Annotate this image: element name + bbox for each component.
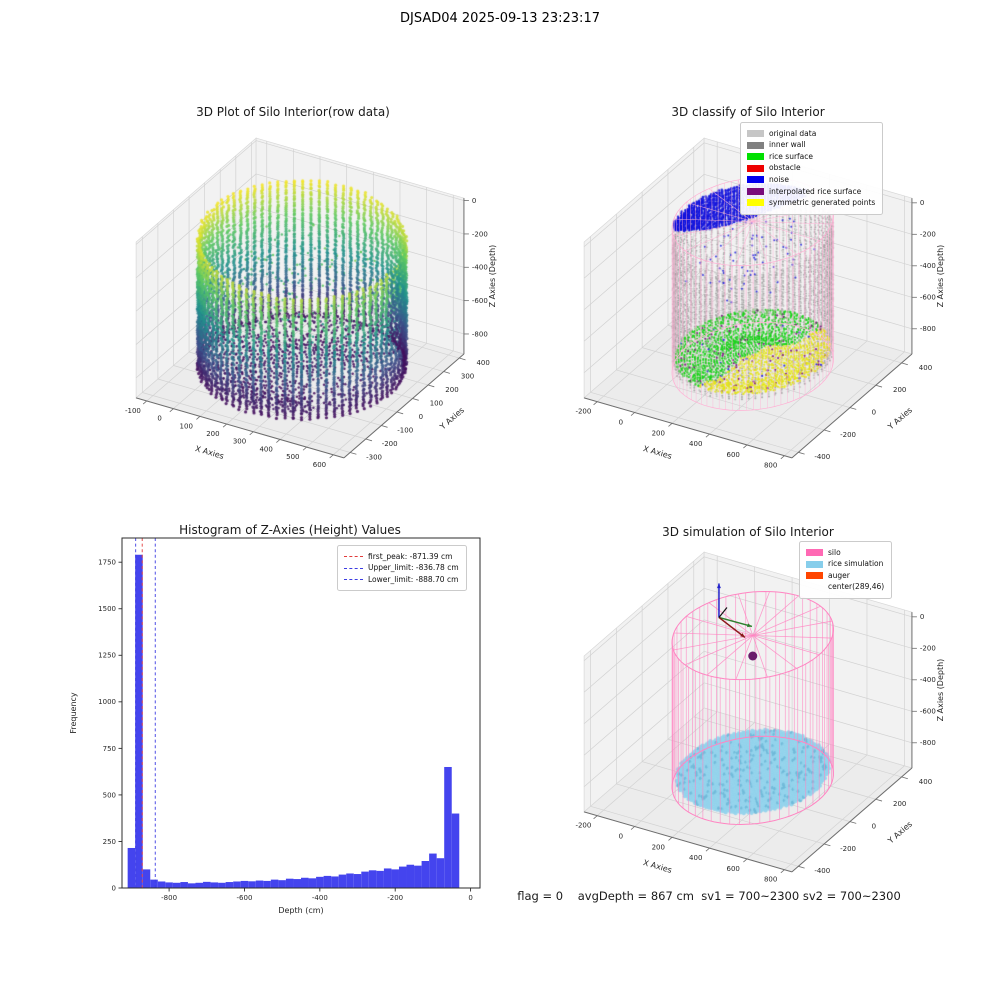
plot-classify-title: 3D classify of Silo Interior <box>671 105 825 119</box>
legend-label: rice surface <box>769 151 814 161</box>
legend-item: inner wall <box>747 140 875 150</box>
svg-text:0: 0 <box>468 894 472 902</box>
legend-swatch <box>747 199 764 207</box>
legend-item: interpolated rice surface <box>747 187 875 197</box>
plot-histogram: Histogram of Z-Axies (Height) Values -80… <box>60 515 520 925</box>
legend-item: silo <box>806 548 884 558</box>
legend-swatch <box>806 572 823 580</box>
svg-text:-600: -600 <box>237 894 253 902</box>
legend-swatch <box>747 187 764 195</box>
svg-text:750: 750 <box>103 745 116 753</box>
legend-label: noise <box>769 174 789 184</box>
raw-overlay <box>58 85 528 515</box>
legend-item: Upper_limit: -836.78 cm <box>344 563 459 573</box>
legend-label: interpolated rice surface <box>769 186 862 196</box>
histogram-axes: -800 -600 -400 -200 0 0 250 500 750 1000 1250 1500 1… <box>69 537 481 915</box>
plot-histogram-title: Histogram of Z-Axies (Height) Values <box>179 523 401 537</box>
svg-text:-200: -200 <box>387 894 403 902</box>
legend-item: noise <box>747 175 875 185</box>
legend-item: Lower_limit: -888.70 cm <box>344 575 459 585</box>
svg-text:Frequency: Frequency <box>69 692 78 734</box>
legend-item: original data <box>747 129 875 139</box>
simulation-legend: silo rice simulation auger center(289,46) <box>799 541 893 599</box>
svg-text:1500: 1500 <box>98 605 116 613</box>
legend-swatch <box>344 579 363 581</box>
plot-simulation-title: 3D simulation of Silo Interior <box>662 525 834 539</box>
svg-text:-400: -400 <box>312 894 328 902</box>
legend-swatch <box>344 556 363 558</box>
legend-item: first_peak: -871.39 cm <box>344 552 459 562</box>
classify-legend: original data inner wall rice surface obsta… <box>740 122 884 215</box>
legend-item: rice surface <box>747 152 875 162</box>
legend-label: Upper_limit: -836.78 cm <box>368 563 459 573</box>
legend-item: auger <box>806 571 884 581</box>
legend-label: symmetric generated points <box>769 198 876 208</box>
legend-label: first_peak: -871.39 cm <box>368 551 453 561</box>
histogram-legend: first_peak: -871.39 cm Upper_limit: -836.… <box>337 545 467 592</box>
plot-raw-3d: 3D Plot of Silo Interior(row data) -1000… <box>58 85 528 515</box>
legend-label: center(289,46) <box>828 582 885 592</box>
svg-text:1250: 1250 <box>98 652 116 660</box>
svg-text:500: 500 <box>103 791 116 799</box>
legend-label: rice simulation <box>828 559 884 569</box>
legend-swatch <box>806 549 823 557</box>
legend-swatch <box>747 141 764 149</box>
classify-silo-wireframe <box>671 177 834 411</box>
svg-text:Depth (cm): Depth (cm) <box>278 906 323 915</box>
legend-item: center(289,46) <box>806 582 884 592</box>
simulation-rice-canvas <box>513 505 983 935</box>
legend-item: symmetric generated points <box>747 198 875 208</box>
legend-swatch <box>747 153 764 161</box>
legend-swatch <box>747 130 764 138</box>
svg-text:-800: -800 <box>161 894 177 902</box>
raw-pointcloud-canvas <box>58 85 528 515</box>
legend-label: silo <box>828 547 841 557</box>
legend-item: rice simulation <box>806 559 884 569</box>
simulation-silo-wireframe <box>671 583 834 826</box>
legend-label: original data <box>769 128 817 138</box>
legend-swatch <box>747 164 764 172</box>
legend-swatch <box>747 176 764 184</box>
figure-suptitle: DJSAD04 2025-09-13 23:23:17 <box>400 11 600 26</box>
legend-label: obstacle <box>769 163 801 173</box>
legend-swatch <box>806 560 823 568</box>
svg-text:0: 0 <box>112 884 116 892</box>
legend-swatch <box>344 567 363 569</box>
legend-label: inner wall <box>769 140 806 150</box>
svg-text:1750: 1750 <box>98 559 116 567</box>
svg-text:1000: 1000 <box>98 698 116 706</box>
legend-item: obstacle <box>747 163 875 173</box>
legend-label: auger <box>828 570 850 580</box>
plot-raw-title: 3D Plot of Silo Interior(row data) <box>196 105 390 119</box>
svg-text:250: 250 <box>103 838 116 846</box>
legend-label: Lower_limit: -888.70 cm <box>368 574 459 584</box>
plot-simulation-3d: 3D simulation of Silo Interior -20002004… <box>513 505 983 935</box>
